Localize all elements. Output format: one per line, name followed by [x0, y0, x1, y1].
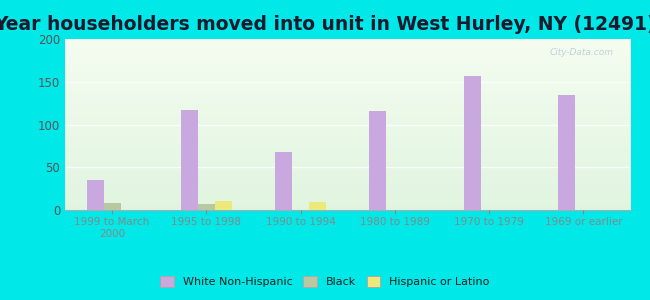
Bar	[103, 203, 121, 210]
Bar	[369, 111, 386, 210]
Bar	[215, 201, 232, 210]
Bar	[558, 95, 575, 210]
Bar	[198, 204, 215, 210]
Bar	[309, 202, 326, 210]
Text: Year householders moved into unit in West Hurley, NY (12491): Year householders moved into unit in Wes…	[0, 15, 650, 34]
Bar	[275, 152, 292, 210]
Bar	[86, 180, 103, 210]
Legend: White Non-Hispanic, Black, Hispanic or Latino: White Non-Hispanic, Black, Hispanic or L…	[156, 271, 494, 291]
Bar	[181, 110, 198, 210]
Bar	[463, 76, 480, 210]
Text: City-Data.com: City-Data.com	[549, 48, 614, 57]
